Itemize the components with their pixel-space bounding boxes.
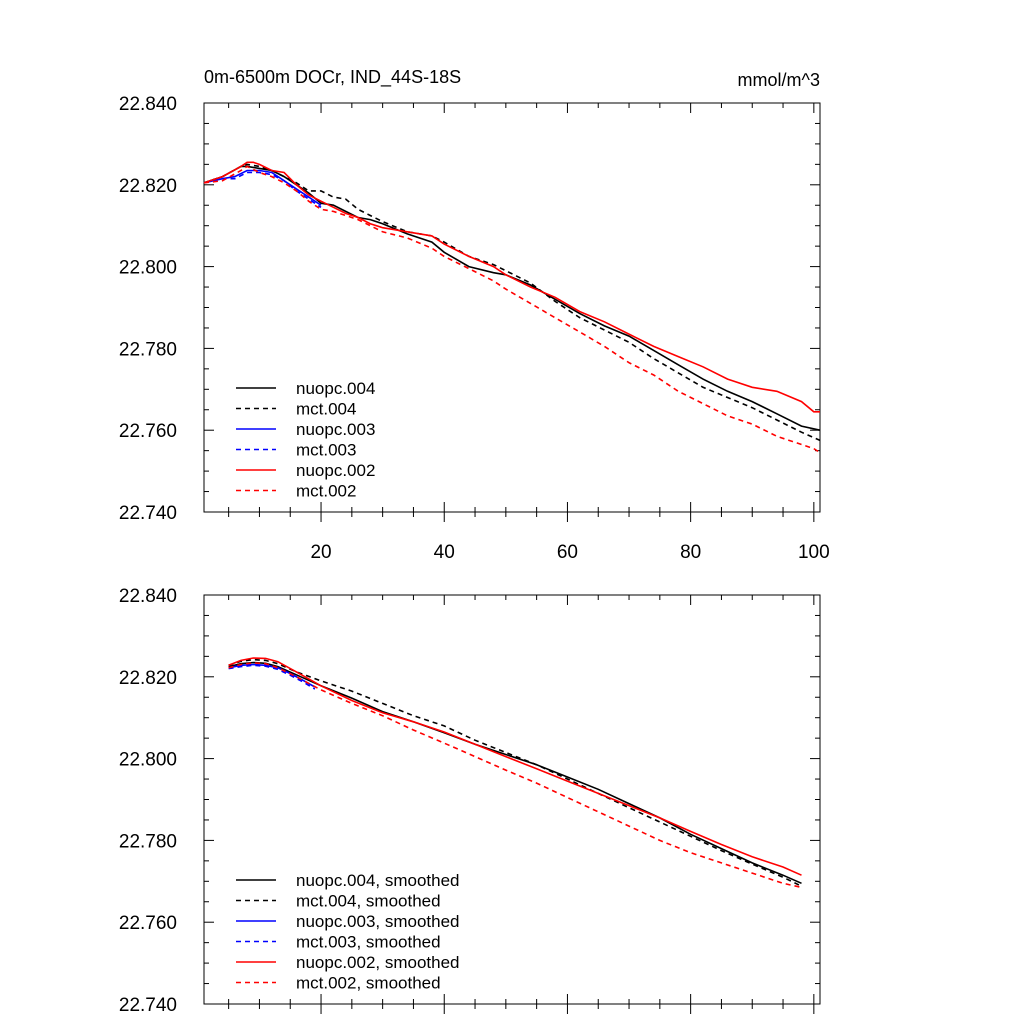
series-line-2 <box>203 163 821 442</box>
x-tick-label: 20 <box>310 542 331 563</box>
legend-label: nuopc.004, smoothed <box>296 871 460 890</box>
y-tick-label: 22.840 <box>119 94 177 115</box>
series-line-5 <box>203 161 820 413</box>
y-tick-label: 22.820 <box>119 176 177 197</box>
series-line-6 <box>228 662 802 889</box>
series-line-3 <box>203 169 322 206</box>
legend-label: nuopc.004 <box>296 379 375 398</box>
panels: 22.740 22.760 22.780 22.800 22.820 22.840 20 40… <box>119 94 830 1016</box>
series-line-1 <box>203 165 821 431</box>
legend-label: nuopc.003, smoothed <box>296 912 460 931</box>
legend-label: mct.004 <box>296 400 356 419</box>
y-tick-label: 22.800 <box>119 258 177 279</box>
y-tick-label: 22.760 <box>119 421 177 442</box>
legend-label: mct.002 <box>296 482 356 501</box>
series-line-4 <box>203 171 322 208</box>
legend-label: nuopc.002, smoothed <box>296 953 460 972</box>
y-tick-label: 22.740 <box>119 995 177 1016</box>
series-line-6 <box>203 165 821 454</box>
chart-title: 0m-6500m DOCr, IND_44S-18S <box>204 67 461 88</box>
series-line-2 <box>228 658 802 887</box>
series-line-4 <box>228 664 316 690</box>
legend-label: mct.003, smoothed <box>296 933 441 952</box>
y-tick-label: 22.780 <box>119 831 177 852</box>
chart-panel-2: 22.740 22.760 22.780 22.800 22.820 22.840 nuop… <box>119 586 821 1016</box>
chart-panel-1: 22.740 22.760 22.780 22.800 22.820 22.840 20 40… <box>119 94 830 563</box>
y-tick-label: 22.820 <box>119 668 177 689</box>
y-tick-label: 22.740 <box>119 503 177 524</box>
legend-label: nuopc.003 <box>296 420 375 439</box>
y-tick-label: 22.800 <box>119 750 177 771</box>
y-tick-label: 22.840 <box>119 586 177 607</box>
legend-label: mct.003 <box>296 441 356 460</box>
y-tick-label: 22.780 <box>119 339 177 360</box>
x-tick-label: 80 <box>680 542 701 563</box>
x-tick-label: 100 <box>798 542 830 563</box>
legend-label: nuopc.002 <box>296 461 375 480</box>
x-tick-label: 60 <box>557 542 578 563</box>
y-tick-label: 22.760 <box>119 913 177 934</box>
legend-label: mct.004, smoothed <box>296 892 441 911</box>
series-line-1 <box>228 661 802 885</box>
legend-label: mct.002, smoothed <box>296 974 441 993</box>
series-line-5 <box>228 657 802 876</box>
units-label: mmol/m^3 <box>738 70 820 90</box>
x-tick-label: 40 <box>434 542 455 563</box>
